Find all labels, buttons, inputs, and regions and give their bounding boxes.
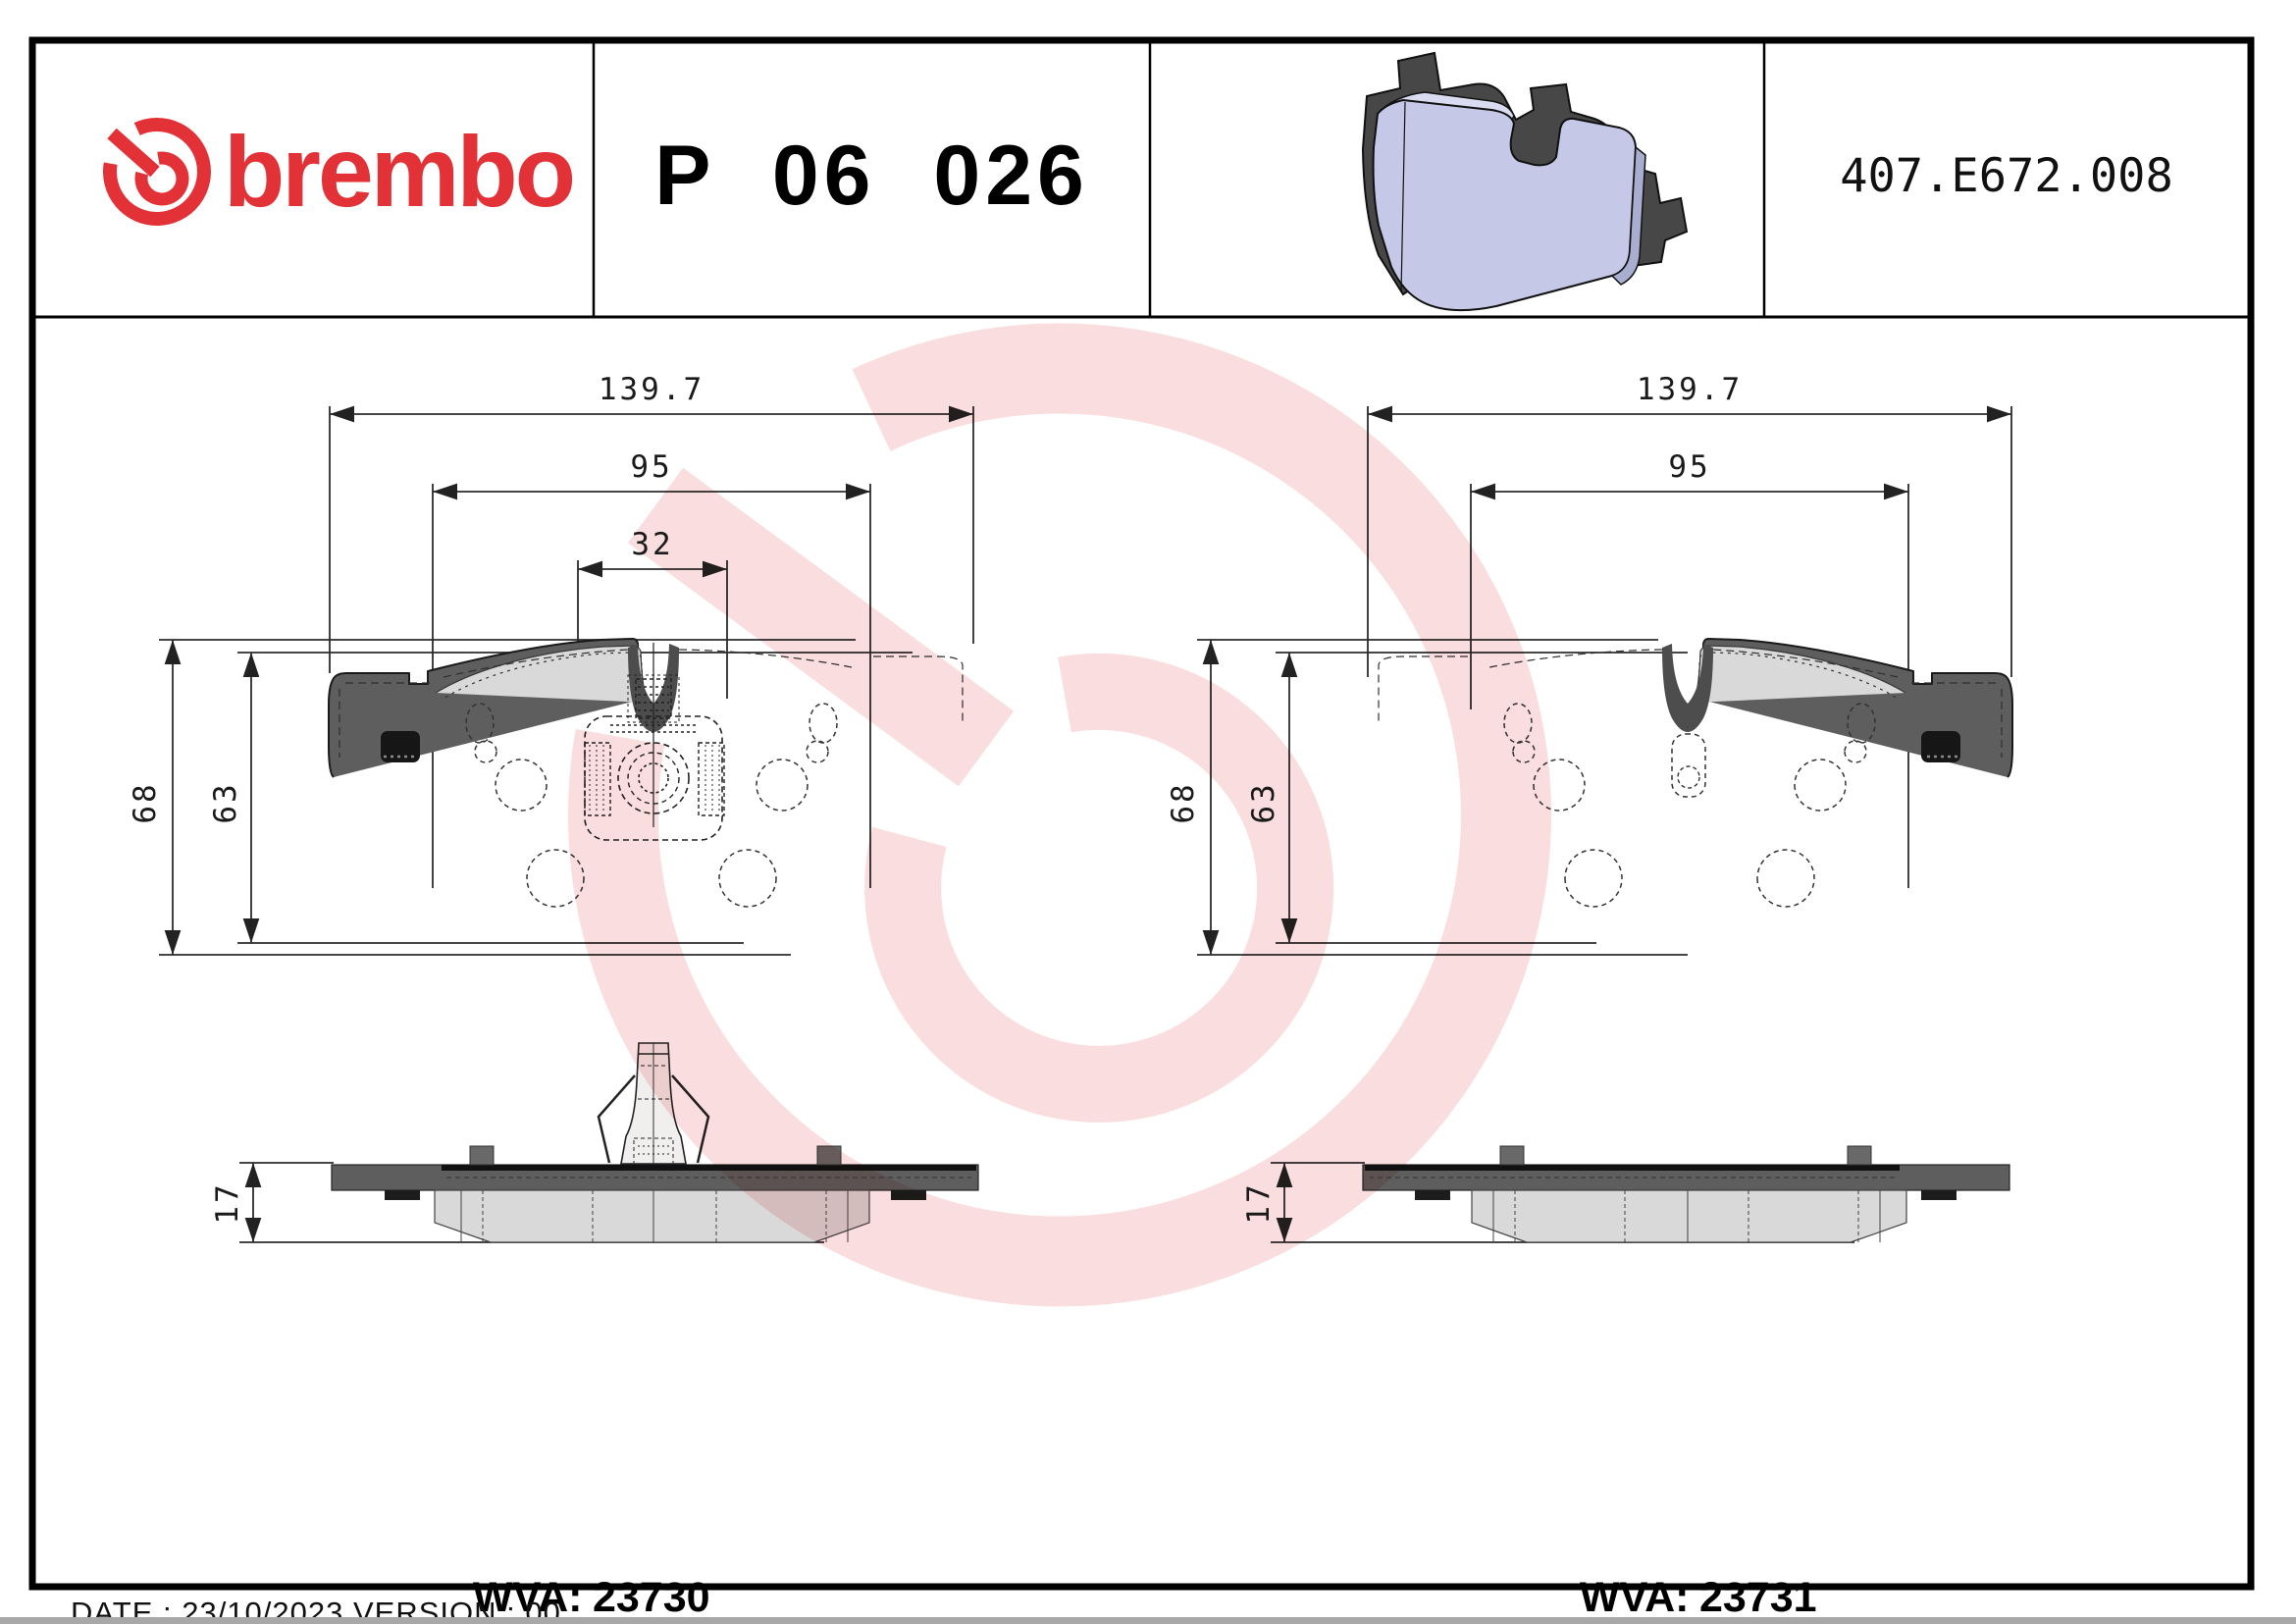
left-wva-label: WVA: <box>473 1574 583 1622</box>
brembo-watermark <box>568 323 1551 1307</box>
dim-right-thickness: 17 <box>1241 1181 1277 1225</box>
pad-3d-front-face <box>1372 98 1638 312</box>
part-number: P 06 026 <box>654 129 1089 223</box>
dim-left-width: 139.7 <box>598 372 705 407</box>
dim-right-friction-height: 63 <box>1246 781 1281 824</box>
bottom-edge-bar <box>0 1617 2296 1624</box>
right-side-view <box>1362 1145 2010 1243</box>
dim-right-friction-width: 95 <box>1668 449 1711 485</box>
pad-3d-render <box>1361 51 1689 312</box>
dim-right-width: 139.7 <box>1636 372 1744 407</box>
dim-left-thickness: 17 <box>210 1181 245 1225</box>
right-wva-block: WVA:23731 QTY:x2 <box>1580 1474 1817 1624</box>
pad-3d-side-face <box>1610 145 1646 286</box>
left-wva-value: 23730 <box>593 1574 710 1622</box>
drawing-code: 407.E672.008 <box>1840 149 2173 203</box>
brand-wordmark: brembo <box>224 116 576 228</box>
left-wva-block: WVA:23730 QTY:x2 <box>473 1474 710 1624</box>
brembo-logo-icon <box>103 118 211 226</box>
dim-left-height: 68 <box>128 781 163 824</box>
dim-left-clip-width: 32 <box>631 527 674 562</box>
sheet-border <box>28 36 2255 1591</box>
dim-left-friction-width: 95 <box>630 449 673 485</box>
right-wva-value: 23731 <box>1699 1574 1817 1622</box>
right-wva-label: WVA: <box>1580 1574 1690 1622</box>
right-front-view <box>1377 637 2014 909</box>
center-hole-detail <box>1671 733 1706 798</box>
dim-right-height: 68 <box>1166 781 1201 824</box>
dim-left-friction-height: 63 <box>208 781 243 824</box>
